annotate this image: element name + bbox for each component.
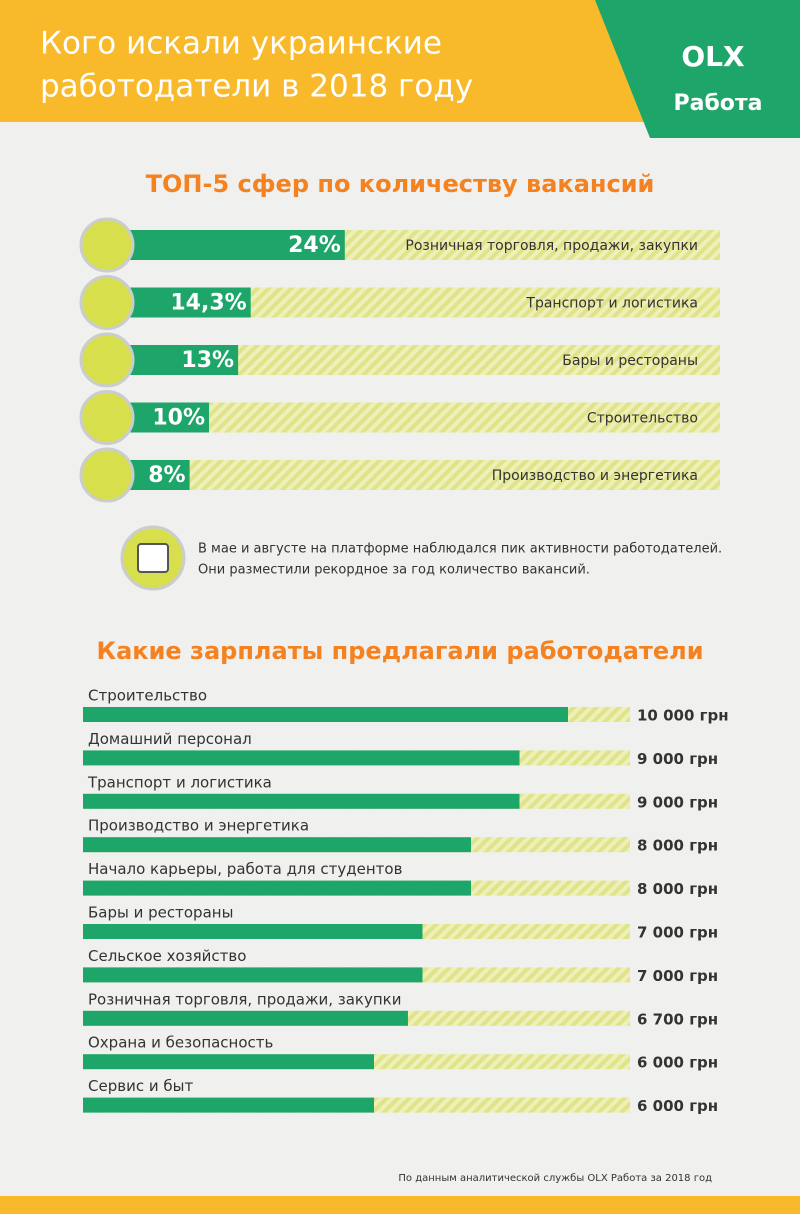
bar bbox=[83, 750, 520, 766]
bar bbox=[83, 880, 471, 896]
bar bbox=[83, 707, 568, 722]
value-label: 8% bbox=[148, 463, 185, 488]
value-label: 9 000 грн bbox=[637, 793, 718, 811]
category-label: Строительство bbox=[88, 687, 207, 705]
bar-track bbox=[112, 460, 720, 490]
bar bbox=[83, 1054, 374, 1070]
bar bbox=[83, 793, 520, 809]
note: В мае и августе на платформе наблюдался … bbox=[198, 542, 722, 557]
category-label: Транспорт и логистика bbox=[525, 296, 698, 312]
logo: OLX bbox=[681, 40, 745, 73]
category-label: Розничная торговля, продажи, закупки bbox=[88, 990, 401, 1008]
logo-caption: Работа bbox=[673, 91, 762, 116]
value-label: 6 000 грн bbox=[637, 1097, 718, 1115]
category-icon bbox=[79, 217, 135, 273]
category-label: Сельское хозяйство bbox=[88, 947, 246, 965]
bar-track bbox=[112, 402, 720, 433]
value-label: 7 000 грн bbox=[637, 967, 718, 985]
value-label: 24% bbox=[288, 233, 341, 258]
bar bbox=[112, 287, 251, 318]
chart-title: Какие зарплаты предлагали работодатели bbox=[96, 637, 703, 665]
value-label: 7 000 грн bbox=[637, 924, 718, 942]
category-label: Бары и рестораны bbox=[88, 904, 233, 922]
note: Они разместили рекордное за год количест… bbox=[198, 563, 590, 578]
value-label: 10 000 грн bbox=[637, 707, 729, 725]
category-label: Бары и рестораны bbox=[562, 353, 698, 369]
chart-title: ТОП-5 сфер по количеству вакансий bbox=[146, 170, 655, 198]
category-label: Охрана и безопасность bbox=[88, 1034, 273, 1052]
footer-band bbox=[0, 1196, 800, 1214]
value-label: 8 000 грн bbox=[637, 837, 718, 855]
category-icon bbox=[79, 447, 135, 503]
value-label: 14,3% bbox=[170, 291, 246, 316]
category-label: Производство и энергетика bbox=[492, 468, 698, 484]
category-label: Строительство bbox=[587, 411, 698, 427]
bar bbox=[83, 924, 423, 939]
page-title: работодатели в 2018 году bbox=[40, 69, 473, 105]
category-label: Домашний персонал bbox=[88, 730, 252, 748]
category-icon bbox=[79, 275, 135, 330]
bar bbox=[83, 837, 471, 853]
category-label: Производство и энергетика bbox=[88, 817, 309, 835]
category-icon bbox=[79, 390, 135, 445]
value-label: 10% bbox=[152, 406, 205, 431]
value-label: 6 000 грн bbox=[637, 1054, 718, 1072]
category-icon bbox=[79, 332, 135, 388]
bar bbox=[83, 967, 423, 983]
category-label: Транспорт и логистика bbox=[87, 773, 272, 791]
value-label: 9 000 грн bbox=[637, 750, 718, 768]
source: По данным аналитической службы OLX Работ… bbox=[398, 1173, 712, 1184]
bar bbox=[83, 1010, 408, 1026]
value-label: 13% bbox=[181, 348, 234, 373]
category-label: Розничная торговля, продажи, закупки bbox=[405, 238, 698, 254]
page-title: Кого искали украинские bbox=[40, 26, 442, 62]
category-label: Начало карьеры, работа для студентов bbox=[88, 860, 402, 878]
bar bbox=[83, 1097, 374, 1113]
value-label: 8 000 грн bbox=[637, 880, 718, 898]
bar bbox=[112, 230, 345, 260]
calendar-icon bbox=[137, 543, 169, 573]
category-label: Сервис и быт bbox=[88, 1077, 193, 1095]
logo-panel bbox=[595, 0, 800, 138]
value-label: 6 700 грн bbox=[637, 1010, 718, 1028]
